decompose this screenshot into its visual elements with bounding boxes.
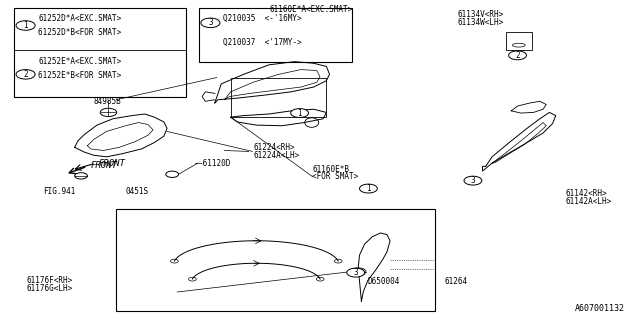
- Text: <FOR SMAT>: <FOR SMAT>: [312, 172, 358, 181]
- Circle shape: [509, 51, 527, 60]
- Text: 61176G<LH>: 61176G<LH>: [27, 284, 73, 293]
- Text: 3: 3: [470, 176, 476, 185]
- Circle shape: [360, 184, 378, 193]
- Text: 3: 3: [353, 268, 358, 277]
- Bar: [116, 209, 435, 311]
- Text: 61160E*B: 61160E*B: [312, 165, 349, 174]
- Circle shape: [16, 21, 35, 30]
- Text: 61252E*A<EXC.SMAT>: 61252E*A<EXC.SMAT>: [38, 57, 122, 66]
- Bar: [199, 8, 352, 62]
- Circle shape: [464, 176, 482, 185]
- Text: 61224<RH>: 61224<RH>: [253, 143, 294, 152]
- Text: 61252E*B<FOR SMAT>: 61252E*B<FOR SMAT>: [38, 71, 122, 80]
- Text: -61120D: -61120D: [199, 159, 231, 168]
- Text: FRONT: FRONT: [91, 161, 118, 170]
- Bar: [506, 32, 532, 50]
- Circle shape: [16, 69, 35, 79]
- Text: 1: 1: [298, 108, 302, 117]
- Text: 61134V<RH>: 61134V<RH>: [457, 10, 503, 19]
- Text: 61142A<LH>: 61142A<LH>: [565, 197, 612, 206]
- Circle shape: [201, 18, 220, 28]
- Text: FRONT: FRONT: [99, 159, 125, 168]
- Text: A607001132: A607001132: [575, 304, 625, 313]
- Text: 1: 1: [23, 21, 28, 30]
- Text: 0451S: 0451S: [125, 187, 148, 196]
- Text: Q210037  <'17MY->: Q210037 <'17MY->: [223, 38, 302, 47]
- Text: 61252D*B<FOR SMAT>: 61252D*B<FOR SMAT>: [38, 28, 122, 37]
- Text: FIG.941: FIG.941: [43, 187, 75, 196]
- Bar: [14, 8, 186, 97]
- Text: 61264: 61264: [444, 277, 467, 286]
- Text: 84985B: 84985B: [94, 97, 122, 106]
- Circle shape: [291, 108, 308, 117]
- Text: 3: 3: [208, 18, 212, 27]
- Text: 61134W<LH>: 61134W<LH>: [457, 18, 503, 27]
- Text: 61252D*A<EXC.SMAT>: 61252D*A<EXC.SMAT>: [38, 14, 122, 23]
- Text: 61142<RH>: 61142<RH>: [565, 189, 607, 198]
- Text: 1: 1: [366, 184, 371, 193]
- Text: 61224A<LH>: 61224A<LH>: [253, 151, 300, 160]
- Text: D650004: D650004: [368, 277, 400, 286]
- Text: 2: 2: [515, 51, 520, 60]
- Text: 61176F<RH>: 61176F<RH>: [27, 276, 73, 285]
- Text: Q210035  <-'16MY>: Q210035 <-'16MY>: [223, 14, 302, 23]
- Text: 61160E*A<EXC.SMAT>: 61160E*A<EXC.SMAT>: [269, 5, 352, 14]
- Text: 2: 2: [23, 70, 28, 79]
- Circle shape: [347, 268, 365, 277]
